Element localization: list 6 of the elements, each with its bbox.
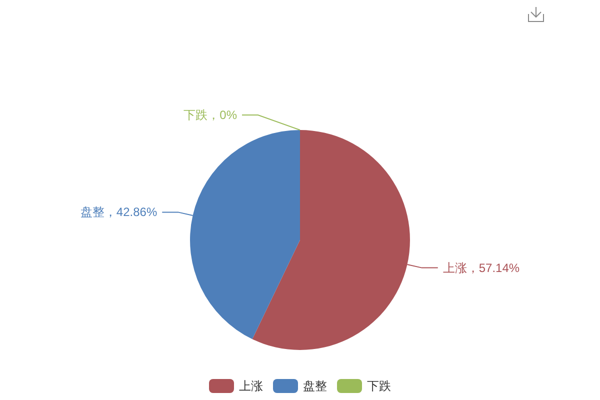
data-label: 上涨，57.14% bbox=[442, 260, 520, 275]
legend-label: 上涨 bbox=[239, 379, 263, 393]
data-label: 下跌，0% bbox=[184, 108, 237, 122]
legend-label: 下跌 bbox=[367, 379, 391, 393]
data-label: 盘整，42.86% bbox=[80, 205, 158, 220]
legend-label: 盘整 bbox=[303, 379, 327, 393]
